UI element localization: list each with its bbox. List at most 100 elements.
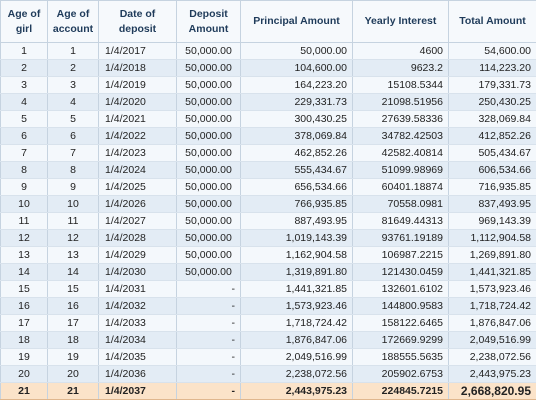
cell-date-of-deposit: 1/4/2036 xyxy=(98,365,177,383)
cell-deposit-amount: 50,000.00 xyxy=(176,42,241,60)
cell-deposit-amount: 50,000.00 xyxy=(176,127,241,145)
table-row: 1 1 1/4/2017 50,000.00 50,000.00 4600 54,600.0… xyxy=(0,42,536,60)
cell-total-amount: 969,143.39 xyxy=(448,212,536,230)
cell-age-of-account: 15 xyxy=(47,280,99,298)
cell-total-amount: 505,434.67 xyxy=(448,144,536,162)
cell-principal-amount: 1,718,724.42 xyxy=(240,314,353,332)
cell-yearly-interest: 144800.9583 xyxy=(352,297,449,315)
cell-total-amount: 2,668,820.95 xyxy=(448,382,536,400)
cell-deposit-amount: 50,000.00 xyxy=(176,161,241,179)
cell-age-of-girl: 17 xyxy=(0,314,48,332)
cell-age-of-girl: 14 xyxy=(0,263,48,281)
cell-yearly-interest: 172669.9299 xyxy=(352,331,449,349)
cell-yearly-interest: 21098.51956 xyxy=(352,93,449,111)
cell-deposit-amount: 50,000.00 xyxy=(176,110,241,128)
cell-deposit-amount: 50,000.00 xyxy=(176,246,241,264)
cell-age-of-account: 17 xyxy=(47,314,99,332)
cell-total-amount: 716,935.85 xyxy=(448,178,536,196)
table-row: 19 19 1/4/2035-2,049,516.99 188555.5635 2,23… xyxy=(0,348,536,366)
cell-yearly-interest: 15108.5344 xyxy=(352,76,449,94)
table-row: 6 6 1/4/2022 50,000.00 378,069.84 34782.42503… xyxy=(0,127,536,145)
cell-date-of-deposit: 1/4/2028 xyxy=(98,229,177,247)
cell-date-of-deposit: 1/4/2017 xyxy=(98,42,177,60)
cell-date-of-deposit: 1/4/2021 xyxy=(98,110,177,128)
cell-principal-amount: 462,852.26 xyxy=(240,144,353,162)
cell-total-amount: 179,331.73 xyxy=(448,76,536,94)
cell-age-of-girl: 16 xyxy=(0,297,48,315)
cell-principal-amount: 1,319,891.80 xyxy=(240,263,353,281)
col-header-age-of-girl: Age of girl xyxy=(0,0,48,43)
table-row: 9 9 1/4/2025 50,000.00 656,534.66 60401.18874… xyxy=(0,178,536,196)
cell-deposit-amount: - xyxy=(176,314,241,332)
cell-age-of-account: 10 xyxy=(47,195,99,213)
cell-date-of-deposit: 1/4/2031 xyxy=(98,280,177,298)
cell-age-of-account: 16 xyxy=(47,297,99,315)
cell-date-of-deposit: 1/4/2018 xyxy=(98,59,177,77)
cell-total-amount: 1,269,891.80 xyxy=(448,246,536,264)
cell-age-of-account: 3 xyxy=(47,76,99,94)
cell-deposit-amount: 50,000.00 xyxy=(176,195,241,213)
col-header-age-of-account: Age of account xyxy=(47,0,99,43)
cell-date-of-deposit: 1/4/2024 xyxy=(98,161,177,179)
cell-age-of-account: 4 xyxy=(47,93,99,111)
cell-principal-amount: 656,534.66 xyxy=(240,178,353,196)
cell-age-of-girl: 3 xyxy=(0,76,48,94)
cell-deposit-amount: 50,000.00 xyxy=(176,93,241,111)
cell-age-of-girl: 7 xyxy=(0,144,48,162)
cell-date-of-deposit: 1/4/2019 xyxy=(98,76,177,94)
cell-yearly-interest: 34782.42503 xyxy=(352,127,449,145)
cell-yearly-interest: 132601.6102 xyxy=(352,280,449,298)
cell-principal-amount: 229,331.73 xyxy=(240,93,353,111)
cell-principal-amount: 104,600.00 xyxy=(240,59,353,77)
table-row: 10 10 1/4/2026 50,000.00 766,935.85 70558.098… xyxy=(0,195,536,213)
table-row: 11 11 1/4/2027 50,000.00 887,493.95 81649.443… xyxy=(0,212,536,230)
cell-deposit-amount: - xyxy=(176,365,241,383)
cell-principal-amount: 50,000.00 xyxy=(240,42,353,60)
cell-yearly-interest: 188555.5635 xyxy=(352,348,449,366)
cell-date-of-deposit: 1/4/2027 xyxy=(98,212,177,230)
cell-principal-amount: 2,238,072.56 xyxy=(240,365,353,383)
cell-date-of-deposit: 1/4/2037 xyxy=(98,382,177,400)
cell-principal-amount: 378,069.84 xyxy=(240,127,353,145)
cell-principal-amount: 555,434.67 xyxy=(240,161,353,179)
cell-total-amount: 54,600.00 xyxy=(448,42,536,60)
cell-age-of-account: 21 xyxy=(47,382,99,400)
cell-total-amount: 412,852.26 xyxy=(448,127,536,145)
cell-yearly-interest: 60401.18874 xyxy=(352,178,449,196)
cell-age-of-girl: 5 xyxy=(0,110,48,128)
cell-yearly-interest: 158122.6465 xyxy=(352,314,449,332)
cell-total-amount: 2,049,516.99 xyxy=(448,331,536,349)
cell-age-of-girl: 8 xyxy=(0,161,48,179)
table-row: 18 18 1/4/2034-1,876,847.06 172669.9299 2,04… xyxy=(0,331,536,349)
cell-total-amount: 606,534.66 xyxy=(448,161,536,179)
cell-date-of-deposit: 1/4/2033 xyxy=(98,314,177,332)
table-row-final: 21 21 1/4/2037-2,443,975.23 224845.7215 2,66… xyxy=(0,382,536,400)
cell-age-of-account: 7 xyxy=(47,144,99,162)
table-row: 14 14 1/4/2030 50,000.00 1,319,891.80 121430.… xyxy=(0,263,536,281)
cell-total-amount: 2,238,072.56 xyxy=(448,348,536,366)
cell-age-of-account: 14 xyxy=(47,263,99,281)
cell-date-of-deposit: 1/4/2026 xyxy=(98,195,177,213)
cell-yearly-interest: 51099.98969 xyxy=(352,161,449,179)
cell-age-of-account: 11 xyxy=(47,212,99,230)
cell-age-of-girl: 12 xyxy=(0,229,48,247)
cell-total-amount: 2,443,975.23 xyxy=(448,365,536,383)
cell-total-amount: 1,112,904.58 xyxy=(448,229,536,247)
cell-age-of-girl: 1 xyxy=(0,42,48,60)
cell-principal-amount: 887,493.95 xyxy=(240,212,353,230)
cell-age-of-girl: 6 xyxy=(0,127,48,145)
cell-deposit-amount: 50,000.00 xyxy=(176,76,241,94)
cell-yearly-interest: 81649.44313 xyxy=(352,212,449,230)
cell-age-of-account: 19 xyxy=(47,348,99,366)
cell-age-of-account: 8 xyxy=(47,161,99,179)
cell-principal-amount: 1,573,923.46 xyxy=(240,297,353,315)
table-row: 4 4 1/4/2020 50,000.00 229,331.73 21098.51956… xyxy=(0,93,536,111)
cell-age-of-girl: 10 xyxy=(0,195,48,213)
cell-principal-amount: 164,223.20 xyxy=(240,76,353,94)
cell-age-of-girl: 4 xyxy=(0,93,48,111)
cell-principal-amount: 1,162,904.58 xyxy=(240,246,353,264)
col-header-date-of-deposit: Date of deposit xyxy=(98,0,177,43)
cell-yearly-interest: 205902.6753 xyxy=(352,365,449,383)
header-row: Age of girl Age of account Date of depos… xyxy=(0,0,536,43)
